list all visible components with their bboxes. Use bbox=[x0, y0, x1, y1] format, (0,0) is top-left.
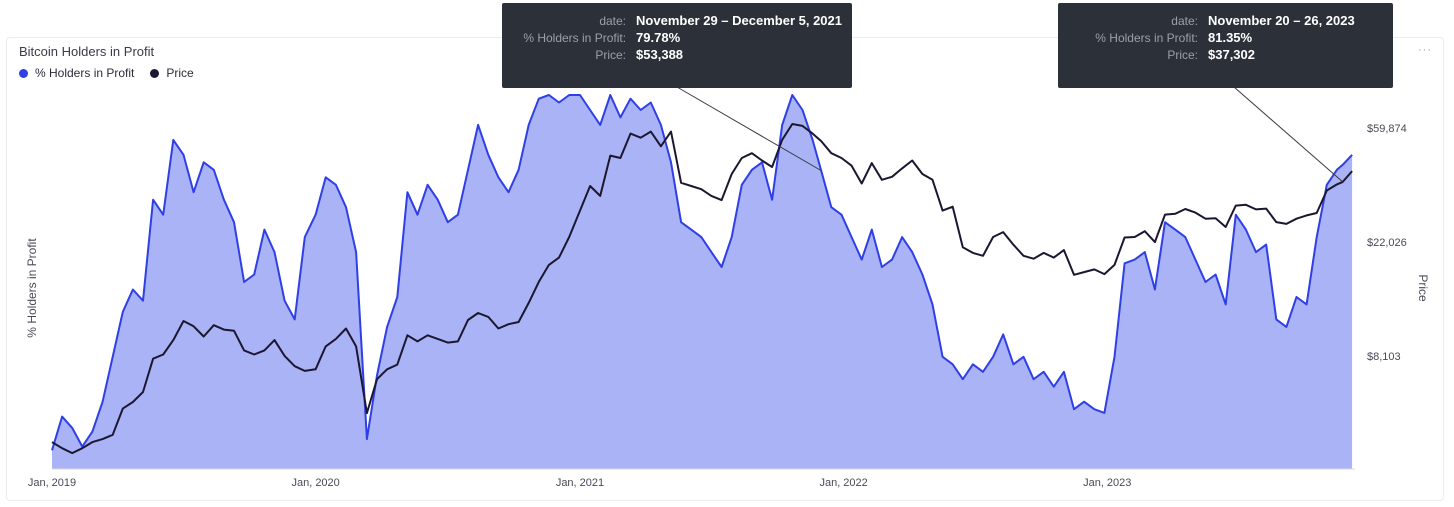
y2-tick-label: $8,103 bbox=[1367, 351, 1401, 363]
legend-label-price: Price bbox=[166, 66, 194, 80]
chart-legend: % Holders in Profit Price bbox=[19, 66, 194, 80]
tooltip-value: November 29 – December 5, 2021 bbox=[636, 13, 842, 28]
tooltip-key: Price: bbox=[595, 47, 627, 62]
y2-tick-label: $59,874 bbox=[1367, 123, 1407, 135]
tooltip-value: $37,302 bbox=[1208, 47, 1255, 62]
legend-item-price[interactable]: Price bbox=[150, 66, 194, 80]
tooltip-2021: date: November 29 – December 5, 2021 % Ho… bbox=[502, 3, 852, 88]
tooltip-value: $53,388 bbox=[636, 47, 684, 62]
tooltip-value: 81.35% bbox=[1208, 30, 1253, 45]
legend-swatch-price bbox=[150, 68, 160, 78]
holders-line bbox=[51, 94, 1353, 451]
x-tick-label: Jan, 2021 bbox=[556, 477, 604, 489]
tooltip-value: November 20 – 26, 2023 bbox=[1208, 13, 1355, 28]
x-tick-label: Jan, 2020 bbox=[291, 477, 339, 489]
holders-area-fill bbox=[52, 95, 1353, 469]
tooltip-key: date: bbox=[1171, 13, 1198, 28]
tooltip-2023: date: November 20 – 26, 2023 % Holders in… bbox=[1058, 3, 1393, 88]
legend-item-holders[interactable]: % Holders in Profit bbox=[19, 66, 134, 80]
x-tick-label: Jan, 2022 bbox=[819, 477, 867, 489]
tooltip-key: date: bbox=[599, 13, 627, 28]
more-options-icon[interactable]: ··· bbox=[1418, 44, 1432, 56]
legend-label-holders: % Holders in Profit bbox=[35, 66, 135, 80]
tooltip-leader-line bbox=[1233, 86, 1344, 183]
chart-title: Bitcoin Holders in Profit bbox=[19, 44, 155, 59]
tooltip-key: Price: bbox=[1167, 47, 1198, 62]
legend-swatch-holders bbox=[19, 68, 28, 78]
x-tick-label: Jan, 2019 bbox=[28, 477, 76, 489]
tooltip-value: 79.78% bbox=[636, 30, 681, 45]
tooltip-key: % Holders in Profit: bbox=[1095, 30, 1198, 45]
y2-tick-label: $22,026 bbox=[1367, 237, 1407, 249]
tooltip-key: % Holders in Profit: bbox=[523, 30, 627, 45]
price-line bbox=[51, 123, 1353, 455]
tooltip-leader-line bbox=[676, 86, 822, 172]
x-tick-label: Jan, 2023 bbox=[1083, 477, 1131, 489]
